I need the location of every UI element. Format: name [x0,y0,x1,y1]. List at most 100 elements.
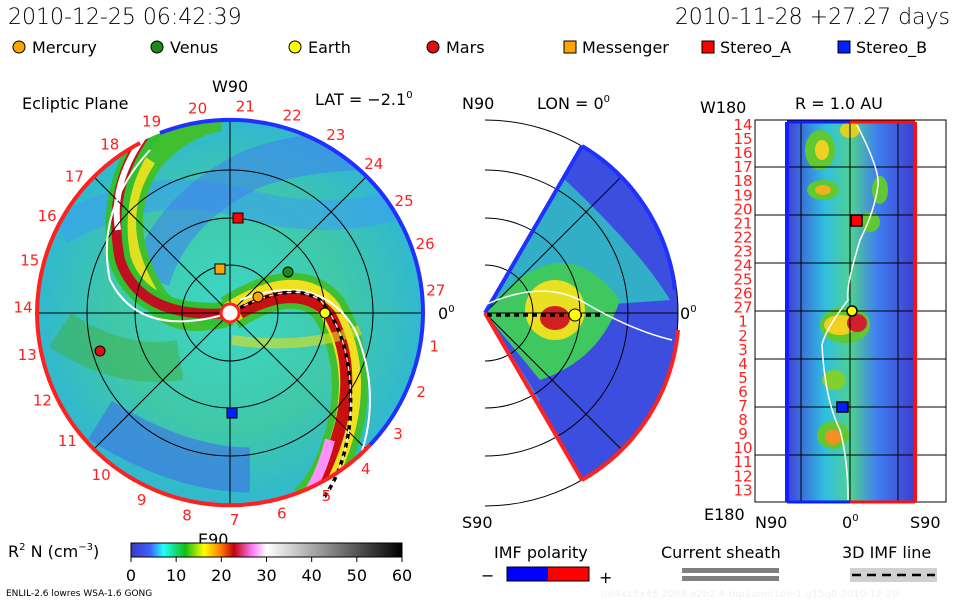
lat-label: LAT = −2.10 [315,90,413,109]
day-label: 15 [733,130,752,148]
n90-label: N90 [462,94,494,113]
run-id-watermark: .//64x15x45.2068-a2b2.4-mp1umn1de-1.g15q… [598,589,898,600]
colorbar-tick-label: 40 [301,566,321,585]
current-sheath-legend: Current sheath [661,543,781,581]
w90-label: W90 [212,77,248,96]
sphere-title: R = 1.0 AU [795,94,883,113]
day-label: 24 [364,155,383,173]
legend-earth: Earth [308,38,351,57]
polarity-negative-arc [159,117,426,447]
e180-label: E180 [704,505,745,524]
day-label: 10 [92,466,111,484]
stereo-b-icon [837,40,851,54]
colorbar-tick-label: 10 [166,566,186,585]
venus-marker [282,266,294,278]
ecliptic-title: Ecliptic Plane [22,94,128,113]
colorbar-label: R2 N (cm−3) [8,542,99,561]
mars-icon [426,40,440,54]
sphere-panel: R = 1.0 AU W180 E180 N90 00 S90 [700,94,947,532]
legend-venus: Venus [170,38,218,57]
imf-polarity-legend: IMF polarity − + [481,543,612,587]
ecliptic-zero-label: 00 [438,304,455,323]
minus-label: − [481,566,494,585]
earth-field-line [231,290,353,502]
day-label: 27 [426,282,445,300]
day-label: 2 [416,383,426,401]
day-label: 21 [733,214,752,232]
day-label: 13 [733,481,752,499]
day-label: 22 [283,107,302,125]
meridional-panel: N90 LON = 00 S90 00 [462,94,697,532]
day-label: 5 [322,487,332,505]
day-label: 6 [738,383,748,401]
plus-label: + [599,568,612,587]
model-info: ENLIL-2.6 lowres WSA-1.6 GONG [6,589,152,599]
day-label: 1 [430,337,440,355]
zero-axis-label: 00 [842,513,859,532]
day-label: 1 [738,313,748,331]
imf-line [484,290,673,341]
day-label: 15 [20,251,39,269]
mars-marker [94,345,106,357]
meridional-zero-label: 00 [680,304,697,323]
day-label: 5 [738,369,748,387]
ecliptic-panel: Ecliptic Plane W90 LAT = −2.10 E90 00 [14,77,455,549]
day-label: 23 [733,242,752,260]
day-label: 2 [738,327,748,345]
legend-stereo-a: Stereo_A [720,38,791,58]
stereo-b-marker [226,407,238,419]
imf-line [239,289,371,471]
day-label: 20 [733,200,752,218]
day-label: 4 [361,460,371,478]
earth-marker [846,305,858,317]
mercury-icon [12,40,26,54]
day-label: 16 [38,207,57,225]
w180-label: W180 [700,98,746,117]
day-label: 9 [738,425,748,443]
day-label: 21 [236,98,255,116]
day-label: 10 [733,439,752,457]
legend-mercury: Mercury [32,38,97,57]
stereo-a-marker [850,214,863,227]
legend-mars: Mars [446,38,485,57]
sphere-day-labels: 1415161718192021222324252627123456789101… [733,116,752,499]
stereo-a-icon [701,40,715,54]
colorbar-tick-label: 50 [347,566,367,585]
day-label: 16 [733,144,752,162]
day-label: 13 [18,346,37,364]
day-label: 8 [738,411,748,429]
s90-label: S90 [462,513,493,532]
legend-messenger: Messenger [582,38,669,57]
day-label: 12 [33,392,52,410]
earth-icon [288,40,302,54]
day-label: 19 [733,186,752,204]
imf-line-legend: 3D IMF line [842,543,937,582]
day-label: 18 [733,172,752,190]
day-label: 19 [142,112,161,130]
stereo-b-marker [836,401,849,413]
sun-icon [219,302,241,324]
day-label: 26 [733,285,752,303]
day-label: 14 [733,116,752,134]
colorbar-tick-label: 0 [126,566,136,585]
day-label: 26 [416,235,435,253]
negative-polarity-swatch [507,567,548,581]
n90-axis-label: N90 [755,513,787,532]
timestamp: 2010-12-25 06:42:39 [8,5,242,30]
day-label: 8 [182,507,192,525]
day-label: 27 [733,299,752,317]
earth-marker [568,308,582,322]
earth-marker [319,307,331,319]
colorbar-tick-label: 20 [211,566,231,585]
mercury-marker [252,291,264,303]
day-label: 24 [733,257,752,275]
day-label: 25 [733,271,752,289]
s90-axis-label: S90 [910,513,941,532]
day-label: 3 [738,341,748,359]
day-label: 18 [100,136,119,154]
positive-polarity-swatch [548,567,589,581]
day-label: 17 [65,168,84,186]
day-label: 25 [395,192,414,210]
